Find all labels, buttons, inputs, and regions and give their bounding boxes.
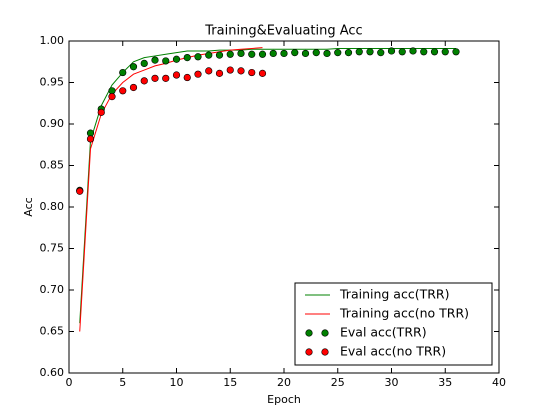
point [291,49,299,57]
x-tick-label: 35 [438,376,452,389]
point [258,69,267,77]
point [183,73,191,82]
point [398,48,406,56]
plot-frame [68,40,500,374]
x-axis-label: Epoch [267,393,301,406]
point [280,49,288,58]
x-tick-label: 0 [66,376,73,389]
point [108,93,116,101]
point [312,49,320,57]
point [420,48,428,56]
point [215,51,224,59]
point [248,50,256,58]
y-tick-label: 0.75 [40,242,65,255]
point [269,49,277,58]
x-tick-label: 40 [492,376,506,389]
point [76,187,84,195]
point [215,69,224,77]
y-tick-label: 0.70 [40,283,65,296]
point [409,47,417,55]
point [366,48,374,56]
y-axis-label: Acc [22,197,35,216]
legend-swatch [305,348,313,356]
legend-swatch [305,329,313,337]
point [162,57,170,65]
point [430,48,439,56]
point [334,49,342,57]
point [119,68,127,77]
chart-title: Training&Evaluating Acc [204,24,362,39]
point [301,49,310,58]
y-tick-label: 0.80 [40,200,65,213]
point [355,48,363,56]
legend-label: Eval acc(no TRR) [340,344,446,359]
point [344,49,353,57]
point [205,67,213,75]
x-tick-label: 5 [119,376,126,389]
x-tick-label: 20 [277,376,291,389]
point [237,49,245,58]
point [129,83,138,92]
x-tick-label: 25 [331,376,345,389]
point [452,48,460,56]
legend-swatch [321,348,329,356]
point [441,48,449,56]
y-tick-label: 0.65 [40,325,65,338]
legend-label: Training acc(no TRR) [339,306,469,321]
point [226,50,234,58]
point [377,49,385,57]
legend-label: Training acc(TRR) [339,287,449,302]
point [97,108,105,116]
y-tick-label: 1.00 [40,34,65,47]
x-tick-label: 30 [385,376,399,389]
y-tick-label: 0.85 [40,159,65,172]
y-tick-label: 0.90 [40,117,65,130]
x-tick-label: 15 [223,376,237,389]
point [226,66,234,74]
point [119,87,127,95]
point [86,135,95,143]
point [183,53,191,62]
point [258,50,267,58]
point [237,67,245,75]
point [140,59,148,68]
point [323,49,331,58]
point [248,68,256,77]
y-tick-label: 0.60 [40,366,65,379]
point [140,77,148,85]
point [172,71,181,79]
point [129,63,138,71]
legend-label: Eval acc(TRR) [340,325,427,340]
y-tick-label: 0.95 [40,76,65,89]
legend-swatch [321,329,329,337]
series-line [79,47,263,332]
point [194,53,202,61]
point [151,56,159,64]
point [387,47,396,55]
point [205,51,213,59]
point [162,74,170,82]
point [194,70,202,78]
x-tick-label: 10 [170,376,184,389]
point [151,74,159,82]
point [172,55,181,63]
